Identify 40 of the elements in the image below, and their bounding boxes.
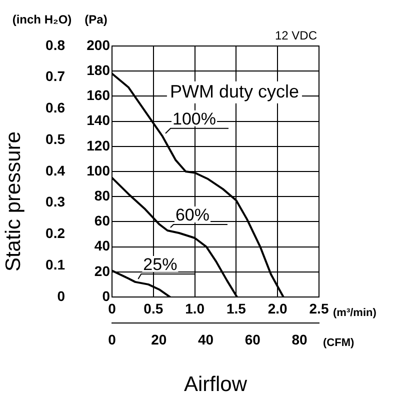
x-tick-label: 1.0: [185, 300, 205, 316]
y2-tick-label: 0.2: [46, 225, 66, 242]
y-tick-label: 180: [86, 62, 110, 78]
x2-tick-label: 60: [244, 331, 261, 348]
y-tick-label: 40: [94, 238, 110, 254]
series-label: 100%: [172, 109, 216, 128]
y2-tick-label: 0.8: [46, 36, 66, 53]
x2-axis-title: (CFM): [323, 337, 354, 350]
y2-tick-label: 0.5: [46, 130, 66, 147]
text: Static pressure: [2, 131, 25, 272]
series-label: 25%: [143, 254, 178, 274]
x2-tick-label: 80: [292, 331, 308, 348]
y2-tick-label: 0.6: [46, 100, 66, 116]
y-tick-label: 0: [102, 288, 110, 304]
series-label: 60%: [175, 205, 210, 224]
y-axis-title: (Pa): [84, 12, 108, 26]
y-tick-label: 160: [86, 87, 110, 104]
text: Airflow: [184, 372, 248, 396]
y-tick-label: 80: [94, 187, 110, 204]
text: 12 VDC: [274, 28, 318, 42]
x-tick-label: 1.5: [226, 300, 246, 316]
y-tick-label: 140: [86, 112, 110, 128]
y2-tick-label: 0.1: [46, 256, 66, 272]
y2-axis-title: (inch H₂O): [12, 12, 72, 26]
y2-tick-label: 0.7: [46, 68, 66, 84]
y-tick-label: 100: [86, 162, 110, 178]
y2-tick-label: 0.4: [46, 162, 66, 178]
x-axis-title: (m³/min): [333, 307, 377, 320]
x-tick-label: 0.5: [144, 300, 164, 316]
x-tick-label: 2.5: [309, 300, 329, 316]
annotation: PWM duty cycle: [170, 81, 299, 102]
x2-tick-label: 40: [198, 331, 214, 348]
y-tick-label: 120: [86, 137, 110, 154]
x2-tick-label: 20: [151, 331, 167, 348]
y2-tick-label: 0: [57, 288, 66, 304]
y-tick-label: 200: [86, 36, 110, 53]
y2-tick-label: 0.3: [46, 194, 66, 210]
x-tick-label: 2.0: [268, 300, 288, 316]
y-tick-label: 20: [94, 262, 110, 279]
y-tick-label: 60: [94, 212, 110, 229]
